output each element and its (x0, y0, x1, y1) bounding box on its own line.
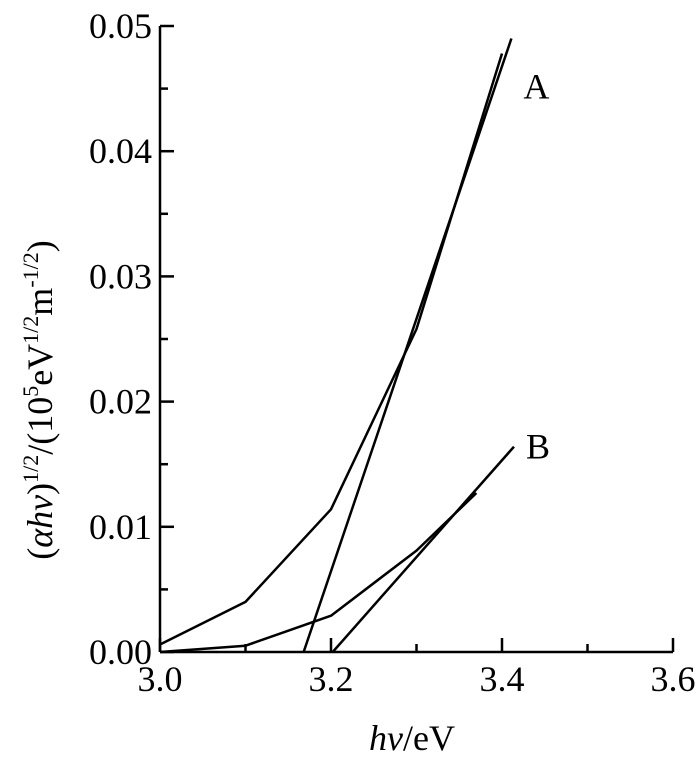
y-tick-label: 0.01 (89, 507, 152, 547)
x-tick-label: 3.0 (138, 659, 183, 699)
series-A-line (159, 53, 504, 646)
y-axis-title-sup3: 1/2 (18, 316, 43, 344)
y-axis-title-mid: /(10 (20, 397, 60, 455)
fit-line-B (331, 445, 515, 653)
y-axis-title-unit1: eV (20, 344, 60, 386)
y-axis-title-close: ) (20, 483, 60, 495)
tick-labels: 3.0 3.2 3.4 3.6 0.00 0.01 0.02 0.03 0.04 0.05 (89, 6, 696, 699)
fit-layer (302, 38, 515, 653)
x-axis-title-italic: hv (369, 718, 403, 758)
x-tick-label: 3.6 (651, 659, 696, 699)
x-axis-title-unit: /eV (403, 718, 455, 758)
y-axis-title-sup4: -1/2 (18, 252, 43, 287)
y-axis-title-sup1: 1/2 (18, 455, 43, 483)
y-tick-label: 0.02 (89, 382, 152, 422)
y-axis-title-open: ( (20, 548, 60, 560)
series-label-B: B (526, 427, 550, 467)
series-layer (159, 53, 504, 654)
y-axis-title-sup2: 5 (18, 386, 43, 397)
y-axis-title-italic: αhv (20, 495, 60, 548)
series-label-A: A (523, 67, 549, 107)
y-tick-label: 0.04 (89, 131, 152, 171)
y-tick-label: 0.00 (89, 632, 152, 672)
x-tick-label: 3.4 (480, 659, 525, 699)
y-tick-label: 0.03 (89, 256, 152, 296)
x-axis-title: hv/eV (369, 718, 455, 758)
x-tick-label: 3.2 (309, 659, 354, 699)
series-labels: AB (523, 67, 550, 467)
y-tick-label: 0.05 (89, 6, 152, 46)
y-axis-title: (αhv)1/2/(105eV1/2m-1/2) (18, 240, 60, 560)
y-axis-title-unit2: m (20, 288, 60, 316)
ticks (158, 24, 675, 654)
y-axis-title-end: ) (20, 240, 60, 252)
fit-line-A (302, 38, 513, 653)
series-B-line (159, 492, 478, 654)
